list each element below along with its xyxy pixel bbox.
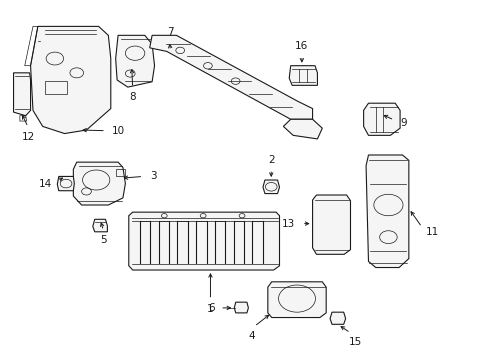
Polygon shape [267,282,325,318]
Text: 16: 16 [295,41,308,51]
Polygon shape [283,119,322,139]
Text: 10: 10 [112,126,125,136]
Polygon shape [288,66,317,85]
Polygon shape [116,35,154,87]
Polygon shape [93,219,107,232]
Polygon shape [366,155,408,267]
Text: 9: 9 [399,118,406,128]
Text: 14: 14 [39,179,52,189]
Text: 5: 5 [100,235,106,246]
Polygon shape [149,35,312,119]
Polygon shape [73,162,125,205]
Text: 12: 12 [21,132,35,142]
Polygon shape [263,180,279,194]
Text: 13: 13 [282,219,295,229]
Polygon shape [234,302,248,313]
Polygon shape [363,103,399,135]
Polygon shape [128,212,279,270]
Text: 3: 3 [149,171,156,181]
Polygon shape [312,195,350,254]
Text: 15: 15 [348,337,361,347]
Polygon shape [14,73,30,116]
Text: 8: 8 [129,93,136,103]
Text: 2: 2 [267,155,274,165]
Bar [116,168,125,176]
Text: 6: 6 [208,303,215,313]
Polygon shape [30,26,111,134]
Bar [45,81,67,94]
Text: 1: 1 [207,304,213,314]
Text: 11: 11 [425,227,438,237]
Polygon shape [329,312,345,324]
Text: 4: 4 [248,331,255,341]
Text: 7: 7 [167,27,174,37]
Polygon shape [57,176,74,191]
